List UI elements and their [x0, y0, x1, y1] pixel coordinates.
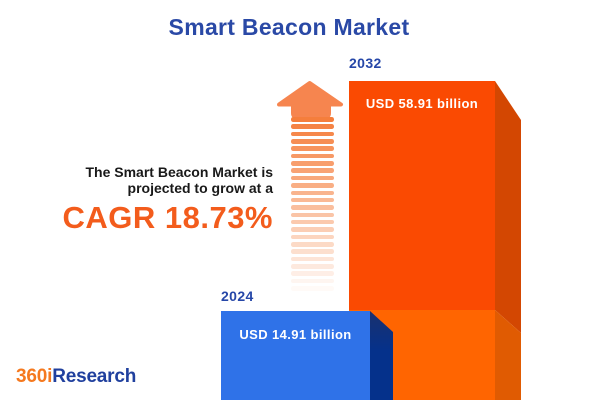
growth-note: The Smart Beacon Market is projected to … [0, 164, 273, 234]
cagr-value: CAGR 18.73% [62, 200, 273, 235]
growth-arrow-head-icon [277, 81, 343, 119]
year-label-2032: 2032 [349, 55, 382, 71]
brand-logo: 360iResearch [16, 366, 136, 388]
chart-title: Smart Beacon Market [168, 14, 410, 40]
growth-note-line2: projected to grow at a [127, 180, 273, 196]
growth-note-line1: The Smart Beacon Market is [85, 164, 273, 180]
year-label-2024: 2024 [221, 288, 254, 304]
bar-2024-face [221, 311, 370, 400]
bar-2032-face-upper [349, 81, 495, 310]
bar-2032-side-upper [495, 81, 521, 333]
bar-2032-side-lower [495, 310, 521, 400]
value-label-2032: USD 58.91 billion [365, 96, 479, 111]
logo-suffix: Research [52, 366, 137, 387]
bar-2024-side [370, 311, 393, 400]
logo-prefix: 360i [16, 366, 53, 387]
value-label-2024: USD 14.91 billion [239, 327, 352, 342]
